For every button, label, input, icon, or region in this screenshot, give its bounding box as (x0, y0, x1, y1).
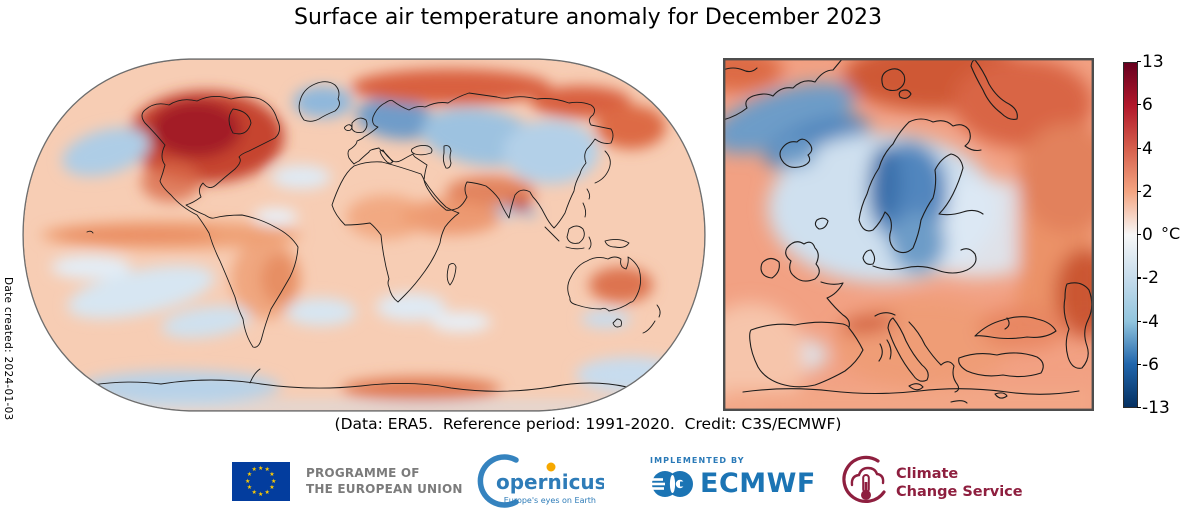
eu-flag-icon: ★ ★ ★ ★ ★ ★ ★ ★ ★ ★ ★ ★ (232, 462, 290, 501)
eu-star-icon: ★ (264, 466, 270, 474)
global-coastlines (80, 81, 664, 392)
colorbar-tick: 0 (1137, 225, 1153, 245)
europe-panel-border (723, 58, 1094, 411)
eu-star-icon: ★ (246, 484, 253, 491)
c3s-line1: Climate (896, 466, 959, 482)
ecmwf-globe-icon (650, 470, 693, 497)
colorbar-tick: 13 (1137, 52, 1164, 72)
copernicus-wordmark: opernicus (496, 470, 604, 494)
eu-programme-text: PROGRAMME OF THE EUROPEAN UNION (306, 465, 463, 497)
colorbar-tick: 4 (1137, 138, 1153, 159)
colorbar (1123, 62, 1138, 408)
colorbar-tick-labels: 13 6 4 2 0 -2 -4 -6 -13 (1137, 52, 1188, 418)
figure-caption: (Data: ERA5. Reference period: 1991-2020… (334, 415, 842, 433)
eu-programme-line2: THE EUROPEAN UNION (306, 482, 463, 496)
global-anomaly-field (23, 59, 705, 411)
copernicus-tagline: Europe's eyes on Earth (504, 496, 596, 505)
colorbar-tick: -4 (1137, 311, 1159, 332)
europe-anomaly-field (723, 58, 1094, 411)
climate-change-service-logo: Climate Change Service (840, 454, 1070, 512)
c3s-line2: Change Service (896, 484, 1023, 500)
eu-star-icon: ★ (264, 488, 270, 496)
eu-star-icon: ★ (245, 477, 251, 485)
eu-star-icon: ★ (269, 471, 275, 478)
colorbar-tick: -2 (1137, 268, 1159, 289)
europe-anomaly-map (723, 58, 1094, 411)
colorbar-unit-label: °C (1161, 224, 1181, 243)
eu-star-icon: ★ (246, 471, 253, 478)
ecmwf-implemented-by-label: IMPLEMENTED BY (650, 456, 745, 465)
c3s-cloud-thermometer-icon (842, 455, 886, 503)
c3s-text: Climate Change Service (896, 465, 1023, 501)
colorbar-tick: 6 (1137, 95, 1153, 115)
colorbar-tick: -13 (1137, 398, 1170, 418)
eu-star-icon: ★ (271, 477, 277, 485)
ecmwf-logo: IMPLEMENTED BY ECMWF (650, 456, 830, 508)
eu-star-icon: ★ (258, 464, 264, 472)
eu-programme-line1: PROGRAMME OF (306, 466, 420, 480)
ecmwf-wordmark: ECMWF (700, 468, 816, 499)
copernicus-logo: opernicus Europe's eyes on Earth (477, 454, 604, 508)
eu-star-icon: ★ (251, 466, 257, 474)
eu-star-icon: ★ (258, 490, 264, 498)
eu-star-icon: ★ (269, 484, 275, 491)
copernicus-satellite-dot-icon (546, 462, 556, 472)
global-projection-border (22, 58, 706, 412)
colorbar-tick: -6 (1137, 354, 1159, 375)
date-created-note: Date created: 2024-01-03 (2, 277, 14, 421)
colorbar-tick: 2 (1137, 181, 1153, 202)
copernicus-c-arc-icon (477, 454, 519, 508)
figure-title: Surface air temperature anomaly for Dece… (294, 5, 882, 30)
europe-coastlines (723, 58, 1093, 404)
eu-star-icon: ★ (251, 488, 257, 496)
global-anomaly-map (22, 58, 706, 412)
